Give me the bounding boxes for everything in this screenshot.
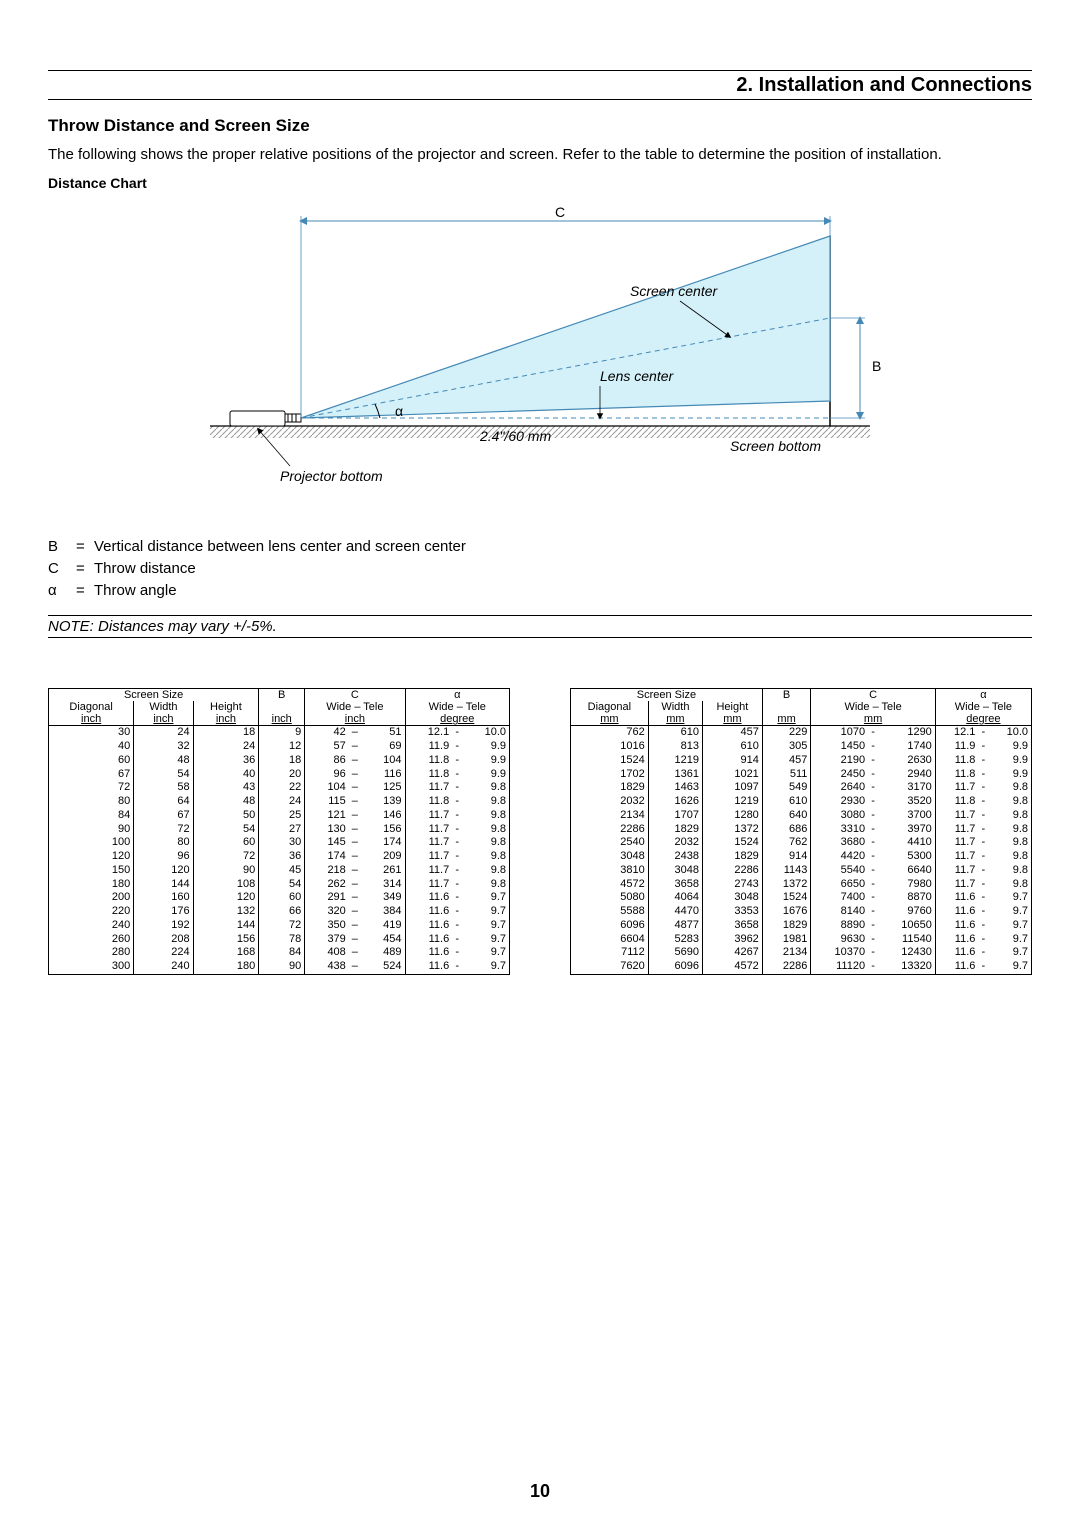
table-inch: Screen SizeBCαDiagonalWidthHeightWide – … [48,688,510,975]
distance-chart-label: Distance Chart [48,175,1032,191]
svg-text:Lens center: Lens center [600,368,674,384]
svg-text:C: C [555,204,565,220]
svg-text:Screen center: Screen center [630,283,718,299]
page-subtitle: Throw Distance and Screen Size [48,116,1032,136]
svg-text:Screen bottom: Screen bottom [730,438,821,454]
intro-text: The following shows the proper relative … [48,146,1032,163]
throw-diagram: α C B Screen center Lens center 2.4"/60 … [48,201,1032,506]
svg-text:2.4"/60 mm: 2.4"/60 mm [479,428,551,444]
table-mm: Screen SizeBCαDiagonalWidthHeightWide – … [570,688,1032,975]
svg-text:B: B [872,358,881,374]
definitions: B=Vertical distance between lens center … [48,536,1032,601]
page-number: 10 [0,1481,1080,1502]
svg-text:α: α [395,403,403,419]
section-title: 2. Installation and Connections [48,74,1032,97]
note: NOTE: Distances may vary +/-5%. [48,615,1032,638]
svg-text:Projector bottom: Projector bottom [280,468,383,484]
